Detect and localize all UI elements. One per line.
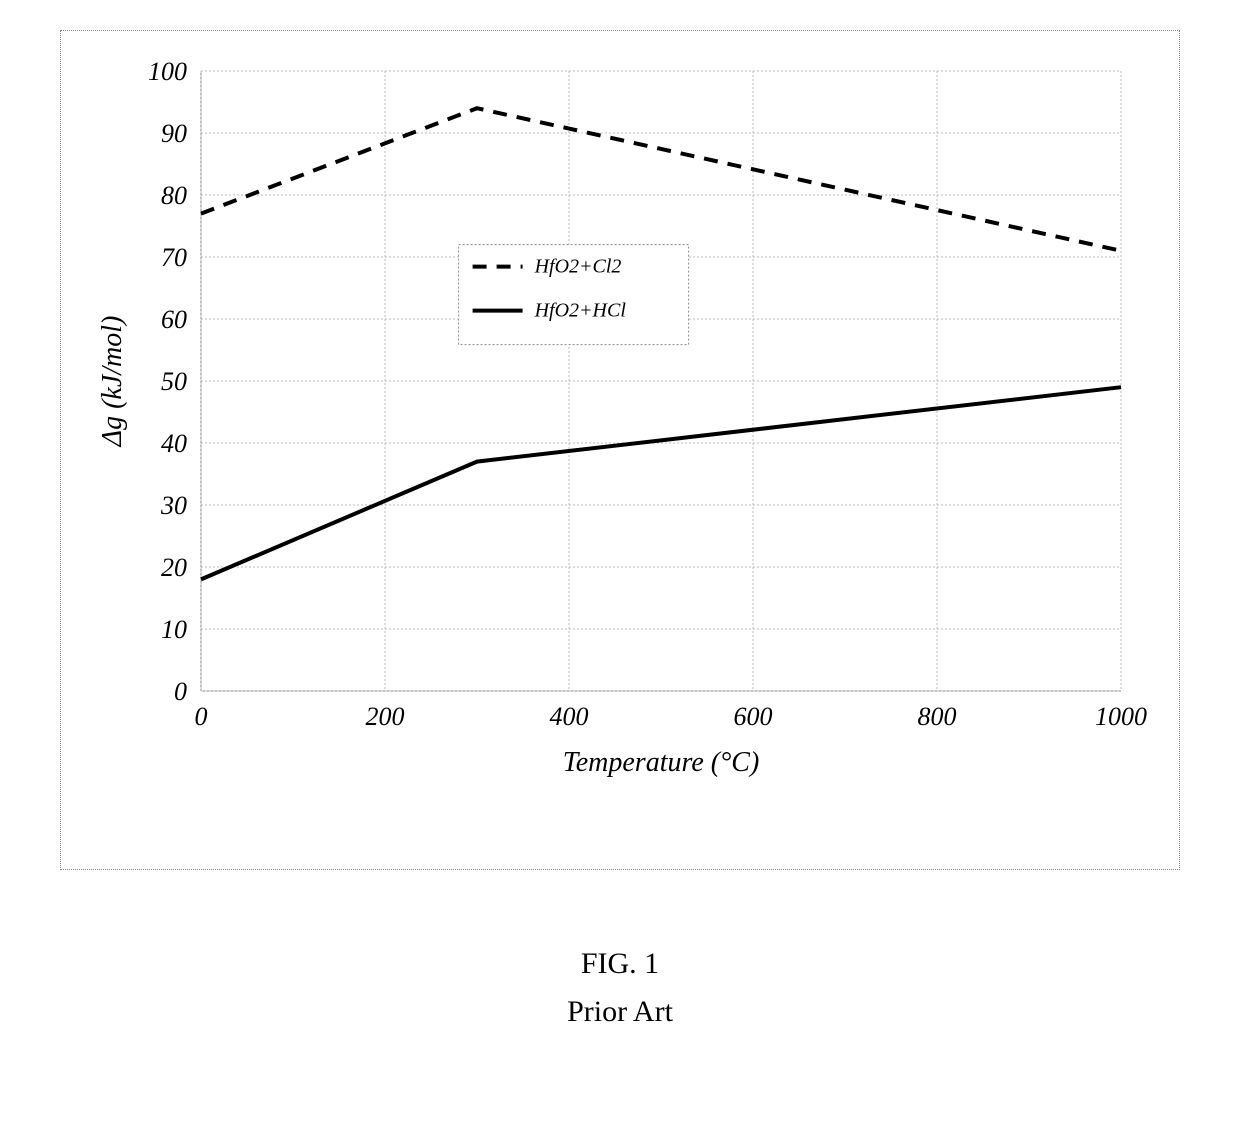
x-axis-title: Temperature (°C) (563, 747, 760, 778)
page-root: 0 200 400 600 800 1000 0 10 20 30 40 50 60 70 80 90 100 T… (0, 0, 1240, 1121)
legend-label-1: HfO2+HCl (534, 300, 627, 322)
chart-outer-border: 0 200 400 600 800 1000 0 10 20 30 40 50 60 70 80 90 100 T… (60, 30, 1180, 870)
chart-svg: 0 200 400 600 800 1000 0 10 20 30 40 50 60 70 80 90 100 T… (61, 31, 1181, 871)
y-tick-label: 10 (161, 615, 187, 644)
y-tick-label: 80 (161, 181, 187, 210)
x-tick-label: 400 (550, 702, 589, 731)
y-tick-label: 60 (161, 305, 187, 334)
y-tick-label: 0 (174, 677, 187, 706)
x-tick-label: 0 (195, 702, 208, 731)
y-tick-label: 40 (161, 429, 187, 458)
caption-line-2: Prior Art (60, 988, 1180, 1036)
y-tick-label: 20 (161, 553, 187, 582)
x-tick-label: 200 (366, 702, 405, 731)
y-tick-label: 50 (161, 367, 187, 396)
caption-line-1: FIG. 1 (60, 940, 1180, 988)
y-axis-title: Δg (kJ/mol) (97, 316, 128, 448)
x-tick-label: 800 (918, 702, 957, 731)
legend-label-0: HfO2+Cl2 (534, 256, 622, 278)
y-tick-label: 90 (161, 119, 187, 148)
y-tick-label: 70 (161, 243, 187, 272)
y-tick-label: 100 (148, 57, 187, 86)
figure-caption: FIG. 1 Prior Art (60, 940, 1180, 1036)
x-tick-label: 600 (734, 702, 773, 731)
x-tick-label: 1000 (1095, 702, 1147, 731)
y-tick-label: 30 (160, 491, 187, 520)
